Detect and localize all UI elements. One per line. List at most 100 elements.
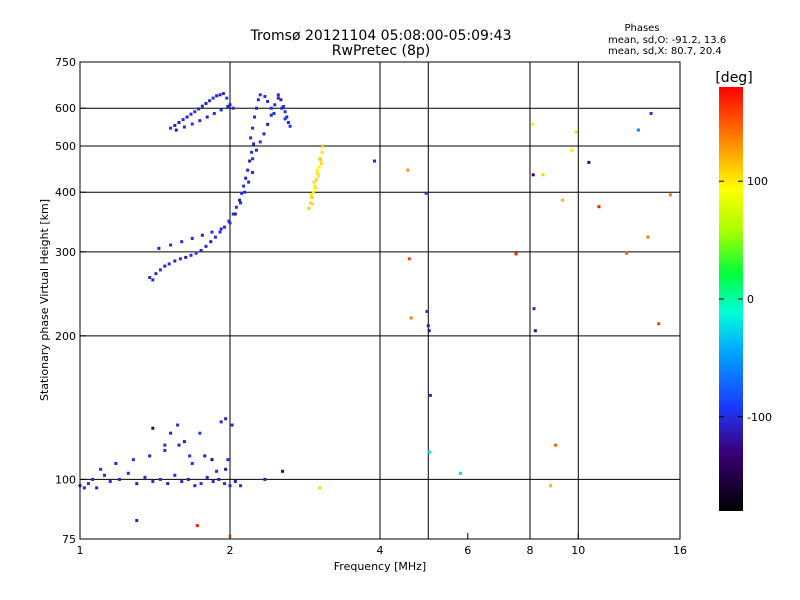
data-point	[221, 92, 225, 96]
data-point	[126, 471, 130, 475]
data-point	[317, 165, 321, 169]
data-point	[281, 469, 285, 473]
data-point	[219, 420, 223, 424]
data-point	[218, 230, 222, 234]
data-point	[190, 461, 194, 465]
data-point	[176, 423, 180, 427]
data-point	[181, 118, 185, 122]
data-point	[218, 93, 222, 97]
data-point	[657, 322, 661, 326]
data-point	[373, 159, 377, 163]
data-point	[163, 264, 167, 268]
y-tick-label: 75	[62, 533, 76, 546]
data-point	[646, 235, 650, 239]
data-point	[252, 142, 256, 146]
data-point	[200, 233, 204, 237]
data-point	[233, 479, 237, 483]
data-point	[553, 443, 557, 447]
data-point	[309, 193, 313, 197]
data-point	[649, 111, 653, 115]
data-point	[276, 93, 280, 97]
data-point	[114, 461, 118, 465]
data-point	[178, 257, 182, 261]
data-point	[269, 113, 273, 117]
x-tick-label: 4	[377, 544, 384, 557]
data-point	[307, 206, 311, 210]
data-point	[285, 115, 289, 119]
data-point	[266, 122, 270, 126]
data-point	[99, 467, 103, 471]
data-points	[78, 92, 672, 538]
y-axis-label: Stationary phase Virtual Height [km]	[38, 199, 51, 401]
data-point	[185, 115, 189, 119]
data-point	[204, 101, 208, 105]
data-point	[253, 115, 257, 119]
data-point	[254, 106, 258, 110]
data-point	[312, 180, 316, 184]
data-point	[246, 168, 250, 172]
data-point	[314, 178, 318, 182]
data-point	[318, 157, 322, 161]
data-point	[174, 128, 178, 132]
data-point	[169, 431, 173, 435]
data-point	[258, 140, 262, 144]
data-point	[636, 128, 640, 132]
data-point	[286, 121, 290, 125]
data-point	[458, 471, 462, 475]
data-point	[215, 469, 219, 473]
y-tick-label: 300	[55, 246, 76, 259]
chart-title: Tromsø 20121104 05:08:00-05:09:43	[250, 28, 512, 44]
data-point	[213, 235, 217, 239]
data-point	[225, 96, 229, 100]
data-point	[283, 117, 287, 121]
data-point	[205, 475, 209, 479]
data-point	[223, 482, 227, 486]
data-point	[208, 99, 212, 103]
data-point	[158, 477, 162, 481]
data-point	[587, 160, 591, 164]
data-point	[428, 450, 432, 454]
data-point	[148, 276, 152, 280]
data-point	[247, 180, 251, 184]
data-point	[251, 170, 255, 174]
data-point	[200, 104, 204, 108]
data-point	[226, 105, 230, 109]
data-point	[227, 219, 231, 223]
data-point	[263, 94, 267, 98]
data-point	[314, 186, 318, 190]
data-point	[239, 201, 243, 205]
data-point	[198, 431, 202, 435]
data-point	[263, 477, 267, 481]
data-point	[228, 484, 232, 488]
data-point	[254, 148, 258, 152]
grid-lines	[80, 62, 680, 539]
data-point	[197, 107, 201, 111]
data-point	[258, 93, 262, 97]
x-tick-label: 6	[464, 544, 471, 557]
colorbar-title: [deg]	[715, 70, 752, 86]
data-point	[143, 475, 147, 479]
data-point	[190, 236, 194, 240]
data-point	[244, 176, 248, 180]
data-point	[251, 126, 255, 130]
data-point	[283, 110, 287, 114]
data-point	[233, 212, 237, 216]
data-point	[426, 324, 430, 328]
data-point	[212, 111, 216, 115]
colorbar-tick-label: 100	[747, 175, 768, 188]
x-tick-label: 1	[77, 544, 84, 557]
data-point	[531, 173, 535, 177]
data-point	[148, 454, 152, 458]
data-point	[82, 486, 86, 490]
data-point	[103, 473, 107, 477]
data-point	[158, 268, 162, 272]
data-point	[167, 262, 171, 266]
data-point	[248, 159, 252, 163]
data-point	[313, 184, 317, 188]
x-tick-label: 2	[227, 544, 234, 557]
data-point	[154, 272, 158, 276]
data-point	[151, 479, 155, 483]
data-point	[86, 482, 90, 486]
data-point	[625, 251, 629, 255]
data-point	[597, 205, 601, 209]
